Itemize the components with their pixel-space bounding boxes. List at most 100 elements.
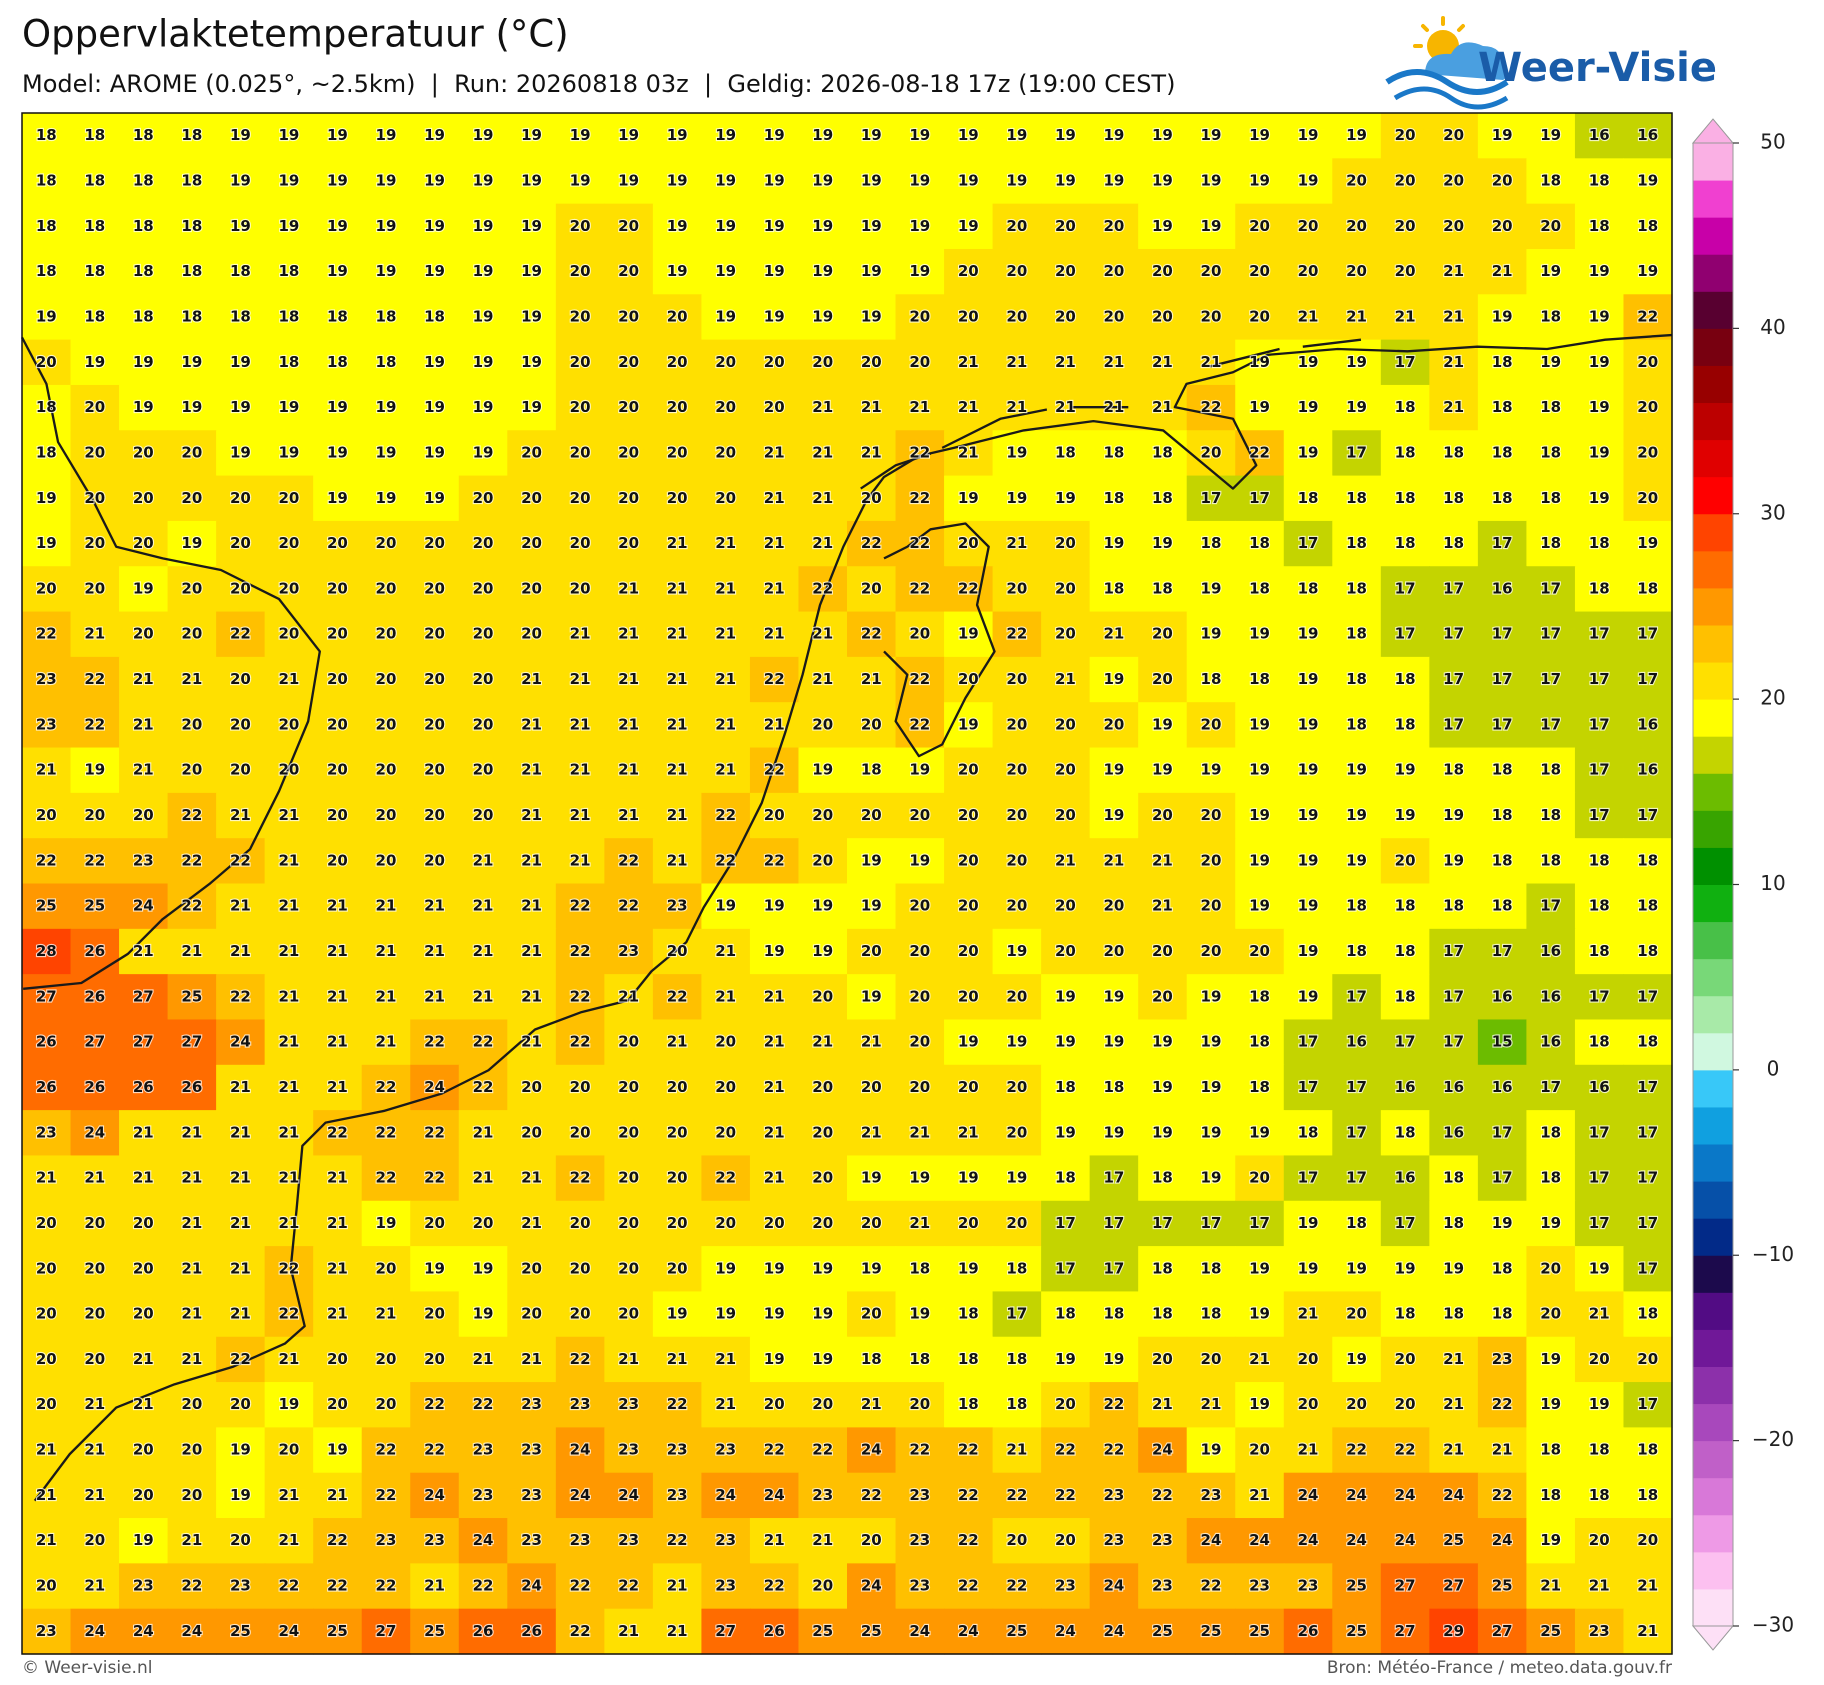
value-label: 22: [376, 1441, 397, 1459]
value-label: 20: [570, 353, 591, 371]
value-label: 20: [812, 1078, 833, 1096]
value-label: 19: [909, 761, 930, 779]
cell: [410, 883, 460, 930]
value-label: 19: [1346, 1350, 1367, 1368]
cell: [1235, 1200, 1285, 1247]
cell: [264, 1336, 314, 1383]
value-label: 18: [1298, 579, 1319, 597]
cell: [313, 1608, 363, 1655]
value-label: 20: [181, 489, 202, 507]
cell: [1429, 1110, 1479, 1157]
value-label: 19: [812, 1259, 833, 1277]
cell: [1429, 838, 1479, 885]
value-label: 21: [230, 1123, 251, 1141]
value-label: 21: [764, 534, 785, 552]
colorbar-band: [1693, 402, 1733, 441]
value-label: 20: [570, 489, 591, 507]
value-label: 17: [1249, 489, 1270, 507]
cell: [1089, 1382, 1139, 1428]
value-label: 24: [715, 1486, 736, 1504]
cell: [264, 475, 314, 522]
cell: [22, 566, 72, 613]
value-label: 23: [618, 1531, 639, 1549]
value-label: 21: [1443, 262, 1464, 280]
value-label: 22: [36, 625, 57, 643]
value-label: 20: [327, 715, 348, 733]
colorbar-tick-label: 50: [1760, 130, 1785, 154]
value-label: 18: [230, 262, 251, 280]
cell: [555, 747, 605, 794]
cell: [749, 792, 800, 839]
cell: [1574, 656, 1625, 703]
value-label: 22: [181, 851, 202, 869]
value-label: 20: [181, 579, 202, 597]
value-label: 20: [1346, 217, 1367, 235]
cell: [1429, 1155, 1479, 1202]
cell: [1089, 158, 1139, 205]
value-label: 20: [424, 1350, 445, 1368]
colorbar-band: [1693, 1181, 1733, 1219]
cell: [119, 928, 169, 975]
value-label: 21: [521, 897, 542, 915]
cell: [1332, 113, 1382, 159]
cell: [70, 1427, 120, 1474]
cell: [70, 566, 120, 613]
value-label: 19: [1006, 443, 1027, 461]
cell: [847, 1336, 897, 1383]
cell: [1380, 384, 1430, 431]
value-label: 18: [1103, 443, 1124, 461]
cell: [652, 475, 703, 522]
cell: [1089, 838, 1139, 885]
value-label: 17: [1298, 1033, 1319, 1051]
value-label: 20: [1249, 1169, 1270, 1187]
value-label: 19: [958, 1259, 979, 1277]
value-label: 19: [909, 217, 930, 235]
cell: [1477, 1155, 1528, 1202]
value-label: 19: [1152, 1078, 1173, 1096]
value-label: 19: [861, 171, 882, 189]
value-label: 19: [1103, 761, 1124, 779]
cell: [604, 1382, 654, 1428]
value-label: 19: [133, 353, 154, 371]
value-label: 20: [181, 761, 202, 779]
value-label: 17: [1443, 1033, 1464, 1051]
cell: [1526, 430, 1576, 477]
value-label: 20: [667, 489, 688, 507]
value-label: 19: [1540, 1214, 1561, 1232]
value-label: 19: [764, 217, 785, 235]
cell: [1477, 656, 1528, 703]
value-label: 19: [958, 1169, 979, 1187]
value-label: 19: [812, 126, 833, 144]
value-label: 19: [1589, 1259, 1610, 1277]
value-label: 17: [1589, 806, 1610, 824]
value-label: 20: [376, 1395, 397, 1413]
cell: [1235, 838, 1285, 885]
cell: [1041, 294, 1091, 341]
cell: [410, 656, 460, 703]
value-label: 19: [424, 171, 445, 189]
cell: [22, 1200, 72, 1247]
value-label: 19: [1055, 126, 1076, 144]
value-label: 21: [278, 1123, 299, 1141]
cell: [167, 928, 217, 975]
value-label: 22: [958, 1531, 979, 1549]
value-label: 20: [376, 670, 397, 688]
value-label: 19: [1103, 1350, 1124, 1368]
value-label: 19: [36, 534, 57, 552]
value-label: 20: [667, 1214, 688, 1232]
cell: [749, 1064, 800, 1111]
cell: [1138, 1246, 1188, 1293]
value-label: 18: [1395, 942, 1416, 960]
cell: [1235, 1155, 1285, 1202]
cell: [1138, 1336, 1188, 1383]
value-label: 17: [1346, 1078, 1367, 1096]
cell: [1574, 566, 1625, 613]
value-label: 18: [84, 171, 105, 189]
value-label: 22: [715, 851, 736, 869]
cell: [313, 656, 363, 703]
cell: [1526, 702, 1576, 749]
cell: [119, 1019, 169, 1066]
cell: [555, 702, 605, 749]
cell: [701, 430, 751, 477]
cell: [264, 1291, 314, 1338]
